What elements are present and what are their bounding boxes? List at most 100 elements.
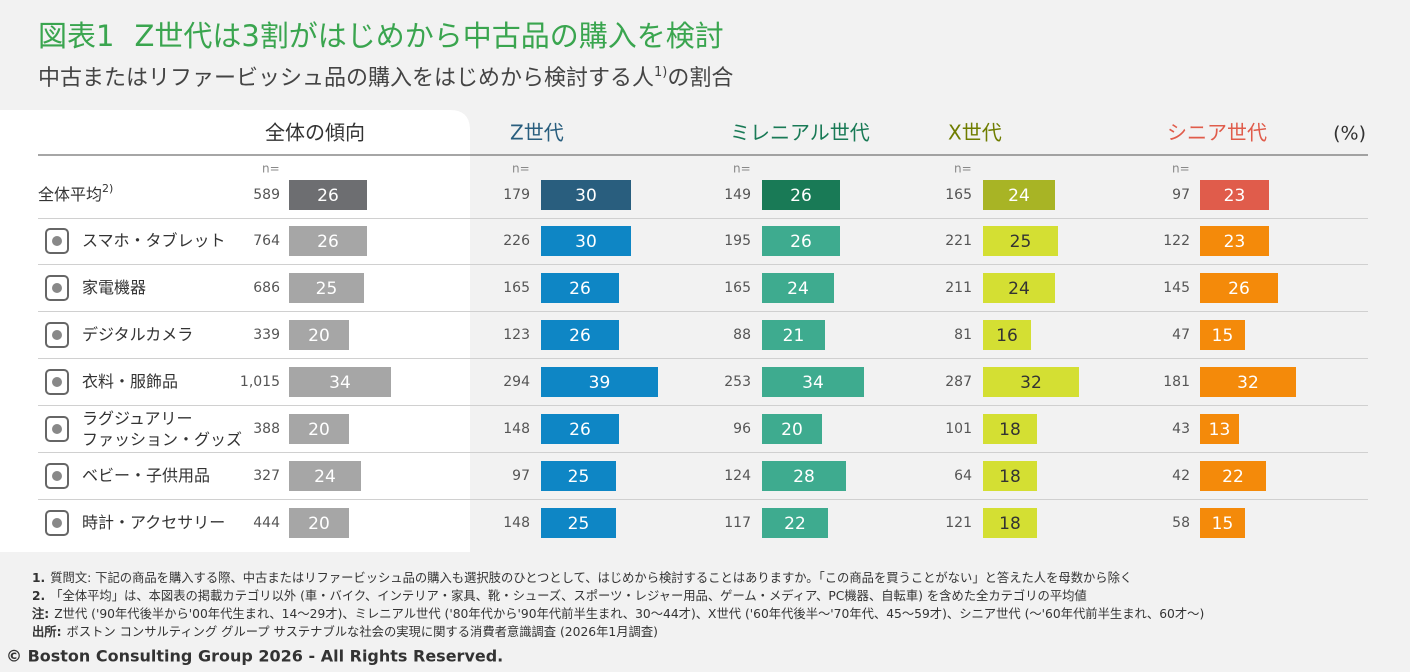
bar-value: 24: [1008, 279, 1030, 299]
n-value: 181: [1163, 374, 1190, 390]
n-value: 148: [503, 515, 530, 531]
n-value: 43: [1172, 421, 1190, 437]
column-header: ミレニアル世代: [730, 121, 870, 145]
n-value: 42: [1172, 468, 1190, 484]
n-value: 88: [733, 327, 751, 343]
bar-value: 13: [1209, 420, 1231, 440]
row-label: 家電機器: [82, 278, 146, 297]
row-icon-detail: [52, 518, 62, 528]
bar-value: 25: [316, 279, 338, 299]
n-value: 327: [253, 468, 280, 484]
subtitle-text: 中古またはリファービッシュ品の購入をはじめから検討する人: [38, 66, 654, 91]
footnote-prefix: 1.: [32, 571, 45, 585]
bar: [289, 226, 367, 256]
n-value: 101: [945, 421, 972, 437]
unit: (%): [1333, 123, 1366, 145]
bar-value: 26: [1228, 279, 1250, 299]
bar-value: 18: [999, 514, 1021, 534]
row-icon: [45, 463, 69, 489]
bar-value: 39: [589, 373, 611, 393]
n-value: 121: [945, 515, 972, 531]
footnote: 注: Z世代 ('90年代後半から'00年代生まれ、14～29才)、ミレニアル世代…: [32, 606, 1204, 621]
bar-value: 20: [781, 420, 803, 440]
subtitle-note: 1): [654, 65, 667, 80]
n-value: 1,015: [240, 374, 280, 390]
row-icon-detail: [52, 424, 62, 434]
n-value: 253: [724, 374, 751, 390]
row-icon-detail: [52, 236, 62, 246]
n-value: 226: [503, 233, 530, 249]
bar-value: 21: [783, 326, 805, 346]
bar-value: 34: [329, 373, 351, 393]
n-value: 123: [503, 327, 530, 343]
bar: [1200, 226, 1269, 256]
row-label-line: デジタルカメラ: [82, 325, 193, 344]
bar-value: 23: [1224, 232, 1246, 252]
n-value: 444: [253, 515, 280, 531]
row-icon: [45, 275, 69, 301]
title: 図表1 Z世代は3割がはじめから中古品の購入を検討: [38, 19, 724, 53]
bar: [983, 320, 1031, 350]
n-value: 96: [733, 421, 751, 437]
copyright: © Boston Consulting Group 2026 - All Rig…: [6, 647, 503, 666]
bar-value: 32: [1237, 373, 1259, 393]
row-label-line: ラグジュアリー: [82, 409, 193, 428]
subtitle-after: の割合: [667, 66, 733, 91]
column-header: Z世代: [510, 121, 564, 145]
n-value: 339: [253, 327, 280, 343]
n-value: 388: [253, 421, 280, 437]
bar: [1200, 320, 1245, 350]
n-value: 148: [503, 421, 530, 437]
bar-value: 26: [569, 326, 591, 346]
row-label: ラグジュアリーファッション・グッズ: [82, 409, 242, 449]
n-value: 47: [1172, 327, 1190, 343]
bar: [541, 461, 616, 491]
bar: [762, 414, 822, 444]
n-value: 589: [253, 187, 280, 203]
bar-value: 22: [1222, 467, 1244, 487]
row-icon: [45, 369, 69, 395]
bar: [289, 273, 364, 303]
bar-value: 20: [308, 326, 330, 346]
n-value: 165: [945, 187, 972, 203]
bar-value: 28: [793, 467, 815, 487]
bar: [541, 226, 631, 256]
title-text: Z世代は3割がはじめから中古品の購入を検討: [134, 19, 723, 53]
bar-value: 24: [1008, 186, 1030, 206]
n-value: 211: [945, 280, 972, 296]
bar-value: 25: [568, 467, 590, 487]
bar-value: 18: [999, 467, 1021, 487]
bar: [762, 226, 840, 256]
bar: [289, 461, 361, 491]
bar: [762, 508, 828, 538]
n-value: 221: [945, 233, 972, 249]
footnote-prefix: 2.: [32, 589, 45, 603]
bar-value: 25: [1010, 232, 1032, 252]
row-icon: [45, 416, 69, 442]
row-icon: [45, 228, 69, 254]
bar: [541, 180, 631, 210]
bar: [983, 273, 1055, 303]
n-value: 149: [724, 187, 751, 203]
bar: [541, 508, 616, 538]
bar: [289, 320, 349, 350]
bar: [983, 367, 1079, 397]
row-label: 衣料・服飾品: [82, 372, 178, 391]
bar: [983, 461, 1037, 491]
bar-value: 18: [999, 420, 1021, 440]
bar-value: 26: [569, 420, 591, 440]
row-icon-detail: [52, 283, 62, 293]
bar-value: 30: [575, 186, 597, 206]
row-label: スマホ・タブレット: [82, 231, 226, 250]
bar-value: 25: [568, 514, 590, 534]
n-label: n=: [262, 162, 280, 176]
bar-value: 34: [802, 373, 824, 393]
row-label-note: 2): [102, 182, 113, 195]
n-label: n=: [733, 162, 751, 176]
bar: [983, 226, 1058, 256]
n-value: 58: [1172, 515, 1190, 531]
bar-value: 22: [784, 514, 806, 534]
n-value: 686: [253, 280, 280, 296]
